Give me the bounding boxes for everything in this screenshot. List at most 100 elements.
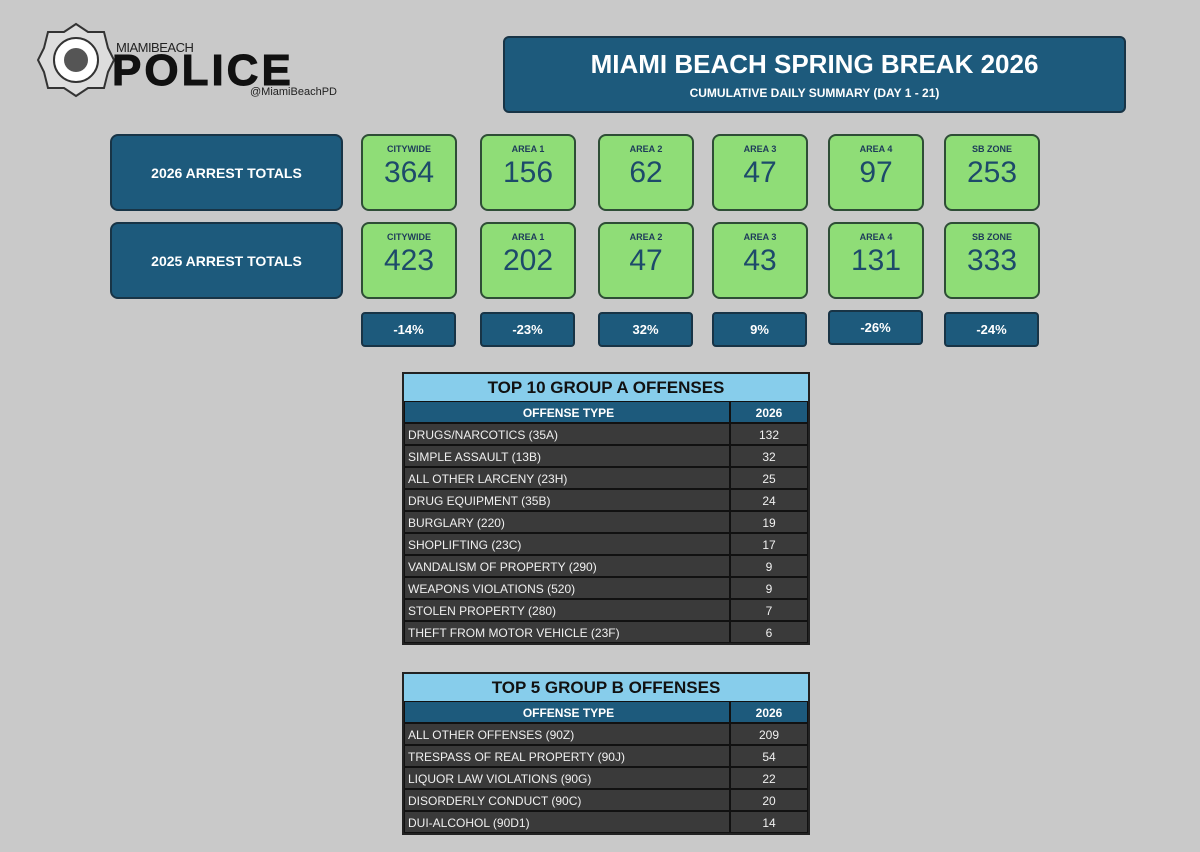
total-value: 47 <box>629 244 663 277</box>
header-row: OFFENSE TYPE 2026 <box>404 701 808 723</box>
offense-count: 132 <box>730 423 808 445</box>
area-label: AREA 4 <box>859 144 893 154</box>
offense-name: DRUG EQUIPMENT (35B) <box>404 489 730 511</box>
offense-name: DRUGS/NARCOTICS (35A) <box>404 423 730 445</box>
total-value: 131 <box>850 244 902 277</box>
area-label: AREA 3 <box>743 144 777 154</box>
offense-name: WEAPONS VIOLATIONS (520) <box>404 577 730 599</box>
offense-name: VANDALISM OF PROPERTY (290) <box>404 555 730 577</box>
offense-table: TOP 5 GROUP B OFFENSES OFFENSE TYPE 2026 AL… <box>402 672 810 835</box>
offense-count: 7 <box>730 599 808 621</box>
total-card: AREA 4 131 <box>828 222 924 299</box>
area-label: CITYWIDE <box>387 232 431 242</box>
total-card: CITYWIDE 364 <box>361 134 457 211</box>
row-label: 2026 ARREST TOTALS <box>110 134 343 211</box>
area-label: AREA 4 <box>859 232 893 242</box>
total-card: AREA 1 202 <box>480 222 576 299</box>
total-value: 43 <box>743 244 777 277</box>
table-row: LIQUOR LAW VIOLATIONS (90G) 22 <box>404 767 808 789</box>
offense-count: 9 <box>730 555 808 577</box>
table-row: DUI-ALCOHOL (90D1) 14 <box>404 811 808 833</box>
offense-count: 209 <box>730 723 808 745</box>
table-row: ALL OTHER OFFENSES (90Z) 209 <box>404 723 808 745</box>
header-cell: OFFENSE TYPE <box>404 401 730 423</box>
total-value: 202 <box>502 244 554 277</box>
offense-count: 6 <box>730 621 808 643</box>
table-row: SHOPLIFTING (23C) 17 <box>404 533 808 555</box>
row-label: 2025 ARREST TOTALS <box>110 222 343 299</box>
table-row: DISORDERLY CONDUCT (90C) 20 <box>404 789 808 811</box>
area-label: AREA 1 <box>511 144 545 154</box>
title: MIAMI BEACH SPRING BREAK 2026 <box>590 49 1039 79</box>
logo-small: MIAMIBEACH <box>116 40 194 55</box>
offense-name: SHOPLIFTING (23C) <box>404 533 730 555</box>
offense-name: BURGLARY (220) <box>404 511 730 533</box>
area-label: SB ZONE <box>971 144 1012 154</box>
header-cell: 2026 <box>730 401 808 423</box>
change-box: 9% <box>712 312 807 347</box>
handle: @MiamiBeachPD <box>250 86 337 98</box>
total-card: CITYWIDE 423 <box>361 222 457 299</box>
total-card: AREA 3 47 <box>712 134 808 211</box>
header-row: OFFENSE TYPE 2026 <box>404 401 808 423</box>
area-label: AREA 2 <box>629 232 663 242</box>
total-card: SB ZONE 333 <box>944 222 1040 299</box>
header-cell: OFFENSE TYPE <box>404 701 730 723</box>
total-card: AREA 3 43 <box>712 222 808 299</box>
offense-name: ALL OTHER OFFENSES (90Z) <box>404 723 730 745</box>
table-row: BURGLARY (220) 19 <box>404 511 808 533</box>
change-box: -23% <box>480 312 575 347</box>
offense-count: 24 <box>730 489 808 511</box>
total-value: 333 <box>966 244 1018 277</box>
offense-name: LIQUOR LAW VIOLATIONS (90G) <box>404 767 730 789</box>
offense-name: ALL OTHER LARCENY (23H) <box>404 467 730 489</box>
offense-count: 54 <box>730 745 808 767</box>
offense-name: THEFT FROM MOTOR VEHICLE (23F) <box>404 621 730 643</box>
offense-count: 9 <box>730 577 808 599</box>
table-row: WEAPONS VIOLATIONS (520) 9 <box>404 577 808 599</box>
total-value: 423 <box>383 244 435 277</box>
badge <box>36 22 116 98</box>
total-card: AREA 4 97 <box>828 134 924 211</box>
table-row: ALL OTHER LARCENY (23H) 25 <box>404 467 808 489</box>
header-cell: 2026 <box>730 701 808 723</box>
logo-big: POLICE <box>112 46 294 96</box>
total-card: AREA 2 47 <box>598 222 694 299</box>
offense-name: SIMPLE ASSAULT (13B) <box>404 445 730 467</box>
total-value: 97 <box>859 156 893 189</box>
table-row: STOLEN PROPERTY (280) 7 <box>404 599 808 621</box>
total-card: SB ZONE 253 <box>944 134 1040 211</box>
offense-name: DISORDERLY CONDUCT (90C) <box>404 789 730 811</box>
change-box: -24% <box>944 312 1039 347</box>
area-label: CITYWIDE <box>387 144 431 154</box>
change-box: -14% <box>361 312 456 347</box>
total-value: 62 <box>629 156 663 189</box>
table-row: DRUG EQUIPMENT (35B) 24 <box>404 489 808 511</box>
table-row: TRESPASS OF REAL PROPERTY (90J) 54 <box>404 745 808 767</box>
total-value: 47 <box>743 156 777 189</box>
total-card: AREA 1 156 <box>480 134 576 211</box>
table-row: THEFT FROM MOTOR VEHICLE (23F) 6 <box>404 621 808 643</box>
total-value: 253 <box>966 156 1018 189</box>
total-value: 364 <box>383 156 435 189</box>
offense-name: DUI-ALCOHOL (90D1) <box>404 811 730 833</box>
offense-name: TRESPASS OF REAL PROPERTY (90J) <box>404 745 730 767</box>
table-title: TOP 10 GROUP A OFFENSES <box>404 374 808 401</box>
table-row: SIMPLE ASSAULT (13B) 32 <box>404 445 808 467</box>
offense-count: 19 <box>730 511 808 533</box>
title-box: MIAMI BEACH SPRING BREAK 2026 CUMULATIVE… <box>503 36 1126 113</box>
area-label: AREA 3 <box>743 232 777 242</box>
offense-name: STOLEN PROPERTY (280) <box>404 599 730 621</box>
area-label: AREA 1 <box>511 232 545 242</box>
offense-count: 17 <box>730 533 808 555</box>
area-label: AREA 2 <box>629 144 663 154</box>
offense-count: 25 <box>730 467 808 489</box>
offense-count: 22 <box>730 767 808 789</box>
table-title: TOP 5 GROUP B OFFENSES <box>404 674 808 701</box>
offense-count: 32 <box>730 445 808 467</box>
table-row: DRUGS/NARCOTICS (35A) 132 <box>404 423 808 445</box>
offense-count: 20 <box>730 789 808 811</box>
offense-count: 14 <box>730 811 808 833</box>
area-label: SB ZONE <box>971 232 1012 242</box>
